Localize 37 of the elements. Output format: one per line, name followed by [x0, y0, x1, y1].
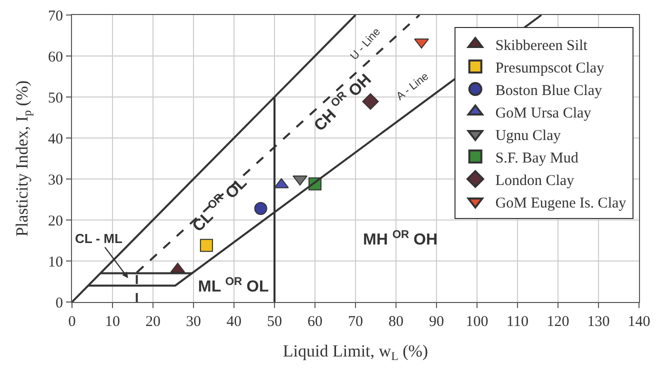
y-tick-label: 20 — [48, 213, 63, 230]
annotation: A - Line — [394, 70, 432, 103]
x-tick-label: 10 — [105, 314, 120, 330]
x-tick-label: 70 — [348, 314, 363, 330]
legend-label: Boston Blue Clay — [495, 82, 602, 99]
y-tick-label: 40 — [48, 131, 63, 148]
x-axis-title: Liquid Limit, w$_{L}$ (%) — [282, 341, 428, 363]
x-tick-label: 80 — [388, 314, 404, 330]
legend-label: GoM Eugene Is. Clay — [495, 195, 627, 212]
x-tick-label: 40 — [226, 314, 242, 330]
x-tick-label: 100 — [466, 314, 488, 330]
x-tick-label: 30 — [186, 314, 201, 330]
legend-label: London Clay — [495, 172, 575, 189]
legend-label: Skibbereen Silt — [495, 38, 588, 54]
x-tick-label: 50 — [267, 314, 282, 330]
y-tick-label: 50 — [48, 90, 63, 106]
x-tick-label: 60 — [308, 314, 322, 330]
legend-label: Presumpscot Clay — [495, 60, 605, 76]
legend-label: Ugnu Clay — [495, 128, 562, 144]
y-tick-label: 30 — [48, 172, 63, 188]
annotation: U - Line — [348, 26, 383, 63]
x-tick-label: 130 — [587, 314, 610, 330]
y-tick-label: 70 — [48, 8, 63, 24]
legend-label: S.F. Bay Mud — [495, 150, 579, 166]
y-tick-label: 10 — [48, 254, 63, 270]
y-tick-label: 0 — [56, 295, 63, 312]
x-tick-label: 20 — [146, 314, 160, 330]
x-tick-label: 110 — [506, 314, 528, 330]
x-tick-label: 140 — [628, 314, 650, 330]
x-tick-label: 120 — [546, 314, 570, 330]
annotation: CL - ML — [75, 231, 122, 246]
x-tick-label: 0 — [68, 314, 76, 330]
x-tick-label: 90 — [429, 314, 444, 330]
annotation: ML $^{OR}$ OL — [198, 276, 269, 296]
annotation: MH $^{OR}$ OH — [363, 229, 438, 249]
legend-label: GoM Ursa Clay — [495, 105, 592, 122]
y-tick-label: 60 — [48, 49, 63, 66]
